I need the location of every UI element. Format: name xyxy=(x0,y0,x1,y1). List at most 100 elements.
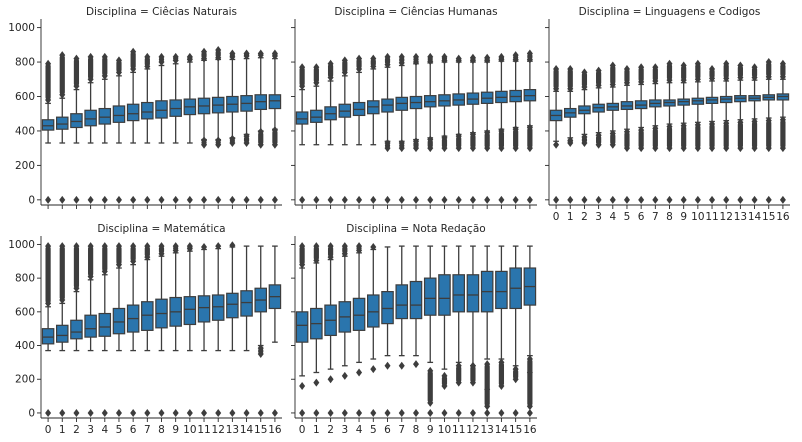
lower-outlier xyxy=(484,385,491,394)
zero-outlier xyxy=(144,408,151,417)
box-11 xyxy=(452,245,466,417)
box-11 xyxy=(452,54,466,204)
lower-outliers-point xyxy=(609,129,616,138)
box-9 xyxy=(677,61,690,204)
upper-outliers-point xyxy=(45,59,52,68)
lower-outliers xyxy=(527,127,533,149)
lower-outliers-point xyxy=(526,402,533,411)
upper-outliers-point xyxy=(709,64,716,73)
box-8 xyxy=(155,242,168,417)
box-1 xyxy=(310,63,323,204)
lower-outliers-point xyxy=(680,144,687,153)
iqr-box xyxy=(495,270,508,310)
upper-outliers-point xyxy=(341,249,348,258)
lower-outliers-point xyxy=(484,128,491,137)
x-tick-label: 10 xyxy=(438,424,451,436)
lower-outlier xyxy=(356,368,363,377)
lower-outliers-point xyxy=(484,360,491,369)
upper-outliers-point xyxy=(73,82,80,91)
lower-outliers xyxy=(681,125,687,149)
x-tick-label: 15 xyxy=(762,211,775,223)
upper-outliers xyxy=(652,67,658,81)
iqr-box xyxy=(423,277,437,316)
box-4 xyxy=(352,54,366,204)
box-16 xyxy=(268,245,282,417)
zero-outlier xyxy=(299,408,306,417)
upper-outliers-point xyxy=(158,249,165,258)
lower-outliers xyxy=(470,365,476,383)
upper-outliers-point xyxy=(638,77,645,86)
facet-panel-0: Disciplina = Ciêcias Naturais 0 200 400 600 8… xyxy=(8,6,282,209)
zero-outlier xyxy=(413,408,419,417)
box-2 xyxy=(324,242,337,417)
lower-outliers-point xyxy=(201,136,208,145)
zero-outlier xyxy=(652,195,659,204)
lower-outliers-point xyxy=(257,127,264,136)
box-4 xyxy=(606,61,620,204)
facet-panel-3: Disciplina = Matemática 0 200 400 600 800 1000… xyxy=(8,223,282,436)
x-tick-label: 6 xyxy=(130,424,137,436)
x-tick-label: 13 xyxy=(480,424,493,436)
x-tick-label: 2 xyxy=(327,424,334,436)
upper-outliers-point xyxy=(299,260,306,269)
x-tick-label: 9 xyxy=(427,424,434,436)
facet-title: Disciplina = Linguagens e Codigos xyxy=(579,6,761,18)
upper-outliers-point xyxy=(384,60,391,69)
lower-outliers xyxy=(470,134,476,149)
upper-outliers-point xyxy=(130,47,137,56)
zero-outlier xyxy=(45,195,52,204)
upper-outliers xyxy=(681,65,687,81)
upper-outliers-point xyxy=(172,52,179,61)
box-7 xyxy=(649,63,662,204)
upper-outliers-point xyxy=(327,253,334,262)
upper-outliers-point xyxy=(215,46,222,54)
x-tick-label: 5 xyxy=(116,424,123,436)
lower-outliers-point xyxy=(623,144,630,153)
lower-outliers xyxy=(484,364,490,407)
zero-outlier xyxy=(498,195,505,204)
box-6 xyxy=(126,47,140,204)
box-9 xyxy=(169,242,182,417)
zero-outlier xyxy=(243,408,250,417)
box-8 xyxy=(155,52,168,204)
box-13 xyxy=(734,61,747,204)
box-5 xyxy=(112,56,126,204)
box-14 xyxy=(495,245,508,417)
box-15 xyxy=(509,51,522,204)
iqr-box xyxy=(112,105,126,123)
x-tick-label: 7 xyxy=(144,424,151,436)
box-10 xyxy=(438,52,451,204)
box-15 xyxy=(254,245,268,417)
zero-outlier xyxy=(341,195,348,204)
x-tick-label: 8 xyxy=(666,211,673,223)
zero-outlier xyxy=(526,408,533,417)
box-15 xyxy=(509,245,522,417)
upper-outliers-point xyxy=(45,299,52,308)
lower-outliers-point xyxy=(271,126,278,135)
box-3 xyxy=(338,242,352,417)
lower-outliers-point xyxy=(680,121,687,130)
zero-outlier xyxy=(313,408,320,417)
upper-outliers xyxy=(130,51,136,69)
upper-outliers xyxy=(116,246,122,265)
upper-outliers-point xyxy=(130,257,137,266)
lower-outliers-point xyxy=(512,365,519,374)
upper-outliers-point xyxy=(299,63,306,72)
lower-outliers-point xyxy=(638,144,645,153)
x-tick-label: 7 xyxy=(398,424,405,436)
lower-outlier xyxy=(341,371,348,380)
zero-outlier xyxy=(158,195,165,204)
y-tick-label: 600 xyxy=(15,306,35,318)
lower-outliers-point xyxy=(243,139,250,147)
box-11 xyxy=(197,242,211,417)
iqr-box xyxy=(268,94,282,110)
lower-outliers-point xyxy=(498,144,505,153)
iqr-box xyxy=(141,101,154,120)
zero-outlier xyxy=(158,408,165,417)
lower-outliers xyxy=(596,135,602,145)
upper-outliers-point xyxy=(751,73,758,82)
lower-outliers-point xyxy=(581,132,588,141)
upper-outliers-point xyxy=(413,52,419,61)
lower-outliers xyxy=(638,130,644,149)
